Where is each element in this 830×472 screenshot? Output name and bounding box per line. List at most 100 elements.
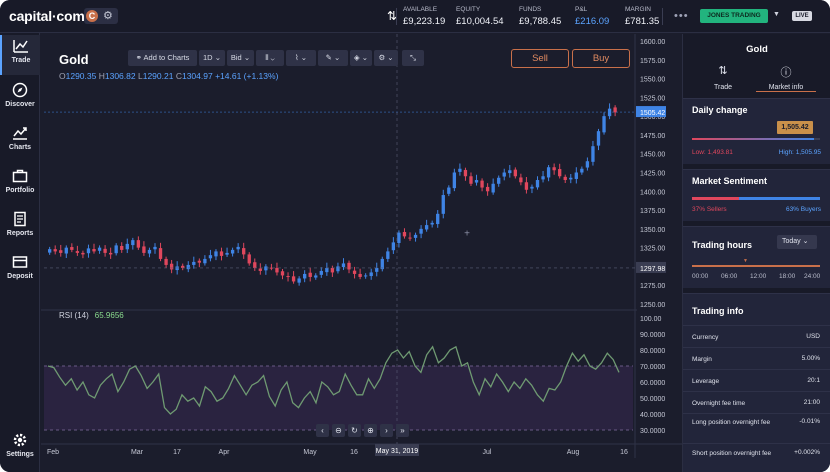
- info-icon[interactable]: ⓘ: [780, 67, 792, 79]
- candle-body: [535, 180, 540, 188]
- time-tick-label: Aug: [567, 449, 580, 456]
- candle-body: [308, 272, 312, 277]
- live-badge[interactable]: LIVE: [792, 11, 812, 21]
- gear-icon[interactable]: ⚙: [103, 10, 113, 22]
- add-to-charts-label: Add to Charts: [143, 53, 190, 62]
- candle-body: [408, 237, 412, 239]
- price-tick-label: 1400.00: [640, 189, 665, 196]
- time-tick-label: 16: [620, 449, 628, 456]
- timeframe-select[interactable]: 1D ⌄: [199, 50, 225, 66]
- current-price-badge: 1,505.42: [777, 121, 813, 134]
- stat-available: AVAILABLE £9,223.19: [403, 6, 446, 27]
- more-icon[interactable]: •••: [674, 10, 689, 22]
- trend-line-icon: [13, 40, 28, 53]
- candle-body: [286, 276, 290, 278]
- sentiment-title: Market Sentiment: [692, 176, 768, 186]
- price-type-select[interactable]: Bid ⌄: [227, 50, 254, 66]
- candle-body: [225, 252, 229, 255]
- right-panel: Gold ⇅ ⓘ Trade Market info Daily change …: [682, 34, 830, 472]
- sidebar-item-charts[interactable]: Charts: [0, 122, 40, 162]
- price-tick-label: 1275.00: [640, 283, 665, 290]
- scroll-left-button[interactable]: ‹: [316, 424, 329, 437]
- logo[interactable]: capital·com: [9, 8, 85, 24]
- candle-body: [580, 168, 584, 173]
- candle-body: [86, 248, 91, 254]
- price-tick-label: 1350.00: [640, 227, 665, 234]
- candle-body: [280, 271, 285, 276]
- sidebar-item-label: Discover: [5, 101, 35, 108]
- candle-body: [325, 267, 329, 273]
- price-tick-label: 1425.00: [640, 171, 665, 178]
- candle-body: [552, 167, 556, 171]
- sidebar-item-discover[interactable]: Discover: [0, 79, 40, 119]
- chart-area[interactable]: 1600.00 1575.00 1550.00 1525.00 1500.00 1475.…: [41, 34, 682, 458]
- settings-select[interactable]: ⚙ ⌄: [374, 50, 398, 66]
- zoom-in-button[interactable]: ⊕: [364, 424, 377, 437]
- candle-body: [391, 242, 396, 251]
- gear-icon: ⚙: [378, 53, 386, 62]
- scroll-right-button[interactable]: ›: [380, 424, 393, 437]
- candle-body: [585, 161, 590, 168]
- drawing-tools-select[interactable]: ✎ ⌄: [318, 50, 348, 66]
- sidebar-item-settings[interactable]: Settings: [0, 429, 40, 469]
- badge-letter: C: [86, 10, 98, 22]
- candle-body: [569, 177, 573, 180]
- price-chart[interactable]: 1600.00 1575.00 1550.00 1525.00 1500.00 1475.…: [41, 34, 682, 458]
- candle-body: [469, 176, 473, 184]
- tab-trade[interactable]: Trade: [713, 84, 733, 91]
- candle-body: [508, 170, 512, 174]
- transfer-arrows-icon[interactable]: ⇅: [387, 9, 398, 23]
- fullscreen-button[interactable]: ⤡: [402, 50, 424, 66]
- hours-bar: [692, 265, 820, 267]
- rsi-line: [47, 345, 620, 415]
- sidebar: Trade Discover Charts Portfolio Reports …: [0, 33, 40, 472]
- trading-hours-select[interactable]: Today ⌄: [777, 235, 817, 249]
- candle-body: [386, 251, 390, 259]
- price-tick-label: 1475.00: [640, 133, 665, 140]
- candle-body: [463, 169, 468, 177]
- price-type-value: Bid: [230, 53, 242, 62]
- time-tick-label: May: [303, 449, 317, 456]
- crosshair-price-tag: [636, 261, 666, 273]
- scroll-end-button[interactable]: »: [396, 424, 409, 437]
- sell-button[interactable]: Sell: [511, 49, 569, 68]
- account-badge[interactable]: C ⚙: [84, 8, 118, 24]
- sidebar-item-reports[interactable]: Reports: [0, 208, 40, 248]
- candle-body: [430, 222, 434, 225]
- sellers-pct: 37% Sellers: [692, 206, 727, 213]
- daily-change-title: Daily change: [692, 105, 748, 115]
- chevron-down-icon: ⌄: [214, 53, 221, 62]
- sidebar-item-label: Deposit: [7, 273, 33, 280]
- chart-type-select[interactable]: ⫴ ⌄: [256, 50, 284, 66]
- candle-body: [347, 262, 351, 270]
- candle-body: [602, 116, 606, 133]
- candle-body: [441, 195, 445, 214]
- candle-body: [181, 265, 185, 268]
- candle-body: [92, 248, 96, 252]
- top-bar: capital·com C ⚙ ⇅ AVAILABLE £9,223.19 EQ…: [0, 0, 830, 33]
- sidebar-item-label: Portfolio: [5, 187, 35, 194]
- rsi-tick-label: 60.0000: [640, 380, 665, 387]
- buy-button[interactable]: Buy: [572, 49, 630, 68]
- indicators-select[interactable]: ⌇ ⌄: [286, 50, 316, 66]
- candle-body: [497, 177, 501, 184]
- account-switch-button[interactable]: JONES TRADING: [700, 9, 768, 23]
- zoom-out-button[interactable]: ⊖: [332, 424, 345, 437]
- reset-button[interactable]: ↻: [348, 424, 361, 437]
- price-tick-label: 1500.00: [640, 114, 665, 121]
- chevron-down-icon[interactable]: ▼: [773, 11, 780, 18]
- candle-body: [53, 249, 57, 252]
- candle-body: [64, 247, 68, 254]
- sidebar-item-deposit[interactable]: Deposit: [0, 251, 40, 291]
- candle-body: [530, 186, 534, 189]
- layers-select[interactable]: ◈ ⌄: [350, 50, 372, 66]
- tab-market-info[interactable]: Market info: [756, 84, 816, 92]
- trade-arrows-icon[interactable]: ⇅: [718, 65, 728, 77]
- candle-body: [574, 172, 578, 179]
- add-to-charts-button[interactable]: ⚭ Add to Charts: [128, 50, 197, 66]
- sidebar-item-trade[interactable]: Trade: [0, 35, 40, 75]
- candle-body: [458, 168, 462, 172]
- sidebar-item-portfolio[interactable]: Portfolio: [0, 165, 40, 205]
- stat-pnl: P&L £216.09: [575, 6, 610, 27]
- rsi-tick-label: 50.0000: [640, 396, 665, 403]
